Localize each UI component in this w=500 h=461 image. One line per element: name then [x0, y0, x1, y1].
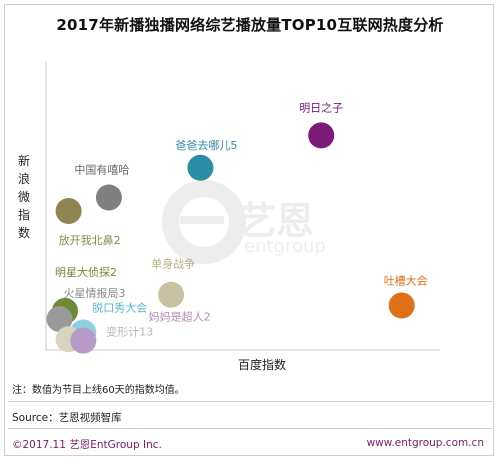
data-point	[158, 281, 185, 308]
y-axis-label: 新浪微指数	[17, 154, 30, 240]
footnote: 注：数值为节目上线60天的指数均值。	[12, 385, 185, 396]
data-label: 明日之子	[299, 100, 343, 114]
x-axis-label: 百度指数	[238, 358, 287, 372]
data-point	[55, 198, 82, 224]
data-label: 脱口秀大会	[92, 301, 147, 315]
chart-title: 2017年新播独播网络综艺播放量TOP10互联网热度分析	[56, 16, 444, 34]
divider-top	[8, 401, 492, 402]
data-label: 火星情报局3	[64, 286, 126, 300]
website-link[interactable]: www.entgroup.com.cn	[366, 437, 484, 449]
data-label: 中国有嘻哈	[74, 163, 129, 177]
source-line: Source：艺恩视频智库	[12, 412, 122, 424]
data-label: 变形计13	[106, 325, 153, 339]
data-label: 妈妈是超人2	[149, 309, 211, 323]
chart-frame	[4, 4, 494, 456]
data-points	[46, 122, 415, 354]
watermark-logo-circle	[162, 180, 246, 264]
divider-bottom	[8, 428, 492, 429]
watermark-text-cn: 艺恩	[238, 199, 314, 243]
data-point	[46, 306, 73, 332]
data-point	[308, 122, 335, 149]
copyright: ©2017.11 艺恩EntGroup Inc.	[12, 439, 162, 451]
data-label: 放开我北鼻2	[59, 233, 121, 247]
data-label: 吐槽大会	[384, 274, 428, 288]
data-point	[70, 327, 97, 354]
data-label: 爸爸去哪儿5	[175, 139, 237, 152]
data-label: 单身战争	[151, 257, 195, 271]
watermark-text-en: entgroup	[244, 236, 326, 257]
watermark-logo-bar	[180, 216, 224, 224]
watermark-logo: 艺恩 entgroup	[162, 180, 326, 264]
watermark-logo-inner	[179, 197, 229, 247]
data-point	[95, 184, 122, 211]
data-point	[388, 292, 415, 319]
data-label: 明星大侦探2	[55, 265, 117, 279]
data-point	[187, 154, 214, 181]
